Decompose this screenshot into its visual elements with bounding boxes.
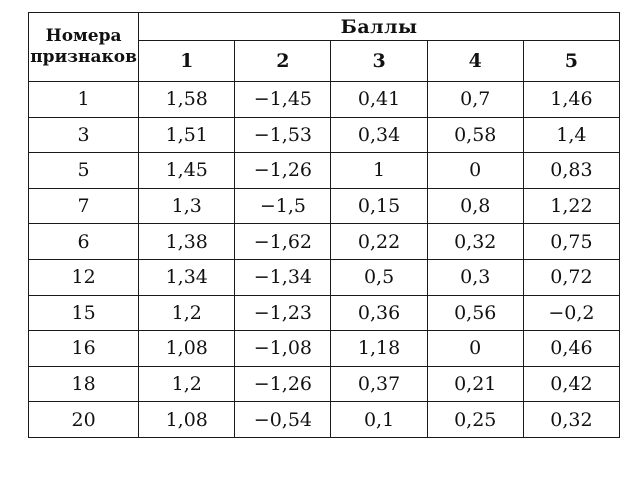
score-cell-3: 1 xyxy=(330,152,428,189)
table-row: 18 1,2 −1,26 0,37 0,21 0,42 xyxy=(27,365,621,403)
score-cell-2: −1,34 xyxy=(234,258,332,296)
score-cell-1: 1,08 xyxy=(138,330,236,367)
score-column-2: 2 xyxy=(234,40,332,82)
score-cell-2: −1,23 xyxy=(234,294,332,332)
scores-table: Номера признаков Баллы 1 2 3 4 5 1 1,58 −1… xyxy=(27,12,621,438)
score-column-1: 1 xyxy=(138,40,236,82)
feature-number-cell: 5 xyxy=(27,152,140,189)
score-cell-2: −1,53 xyxy=(234,116,332,154)
score-column-5: 5 xyxy=(522,40,621,82)
score-cell-2: −1,26 xyxy=(234,152,332,189)
score-columns-row: 1 2 3 4 5 xyxy=(29,40,621,82)
score-cell-2: −1,08 xyxy=(234,330,332,367)
score-cell-2: −1,62 xyxy=(234,223,332,260)
header-row: Номера признаков Баллы xyxy=(27,12,620,82)
table-row: 6 1,38 −1,62 0,22 0,32 0,75 xyxy=(27,223,621,260)
score-cell-3: 0,15 xyxy=(330,187,428,225)
score-cell-1: 1,51 xyxy=(138,116,236,154)
score-cell-3: 0,37 xyxy=(330,365,428,403)
score-cell-1: 1,2 xyxy=(138,365,236,403)
score-cell-3: 0,41 xyxy=(330,81,428,118)
score-cell-2: −1,26 xyxy=(234,365,332,403)
score-cell-3: 0,36 xyxy=(330,294,428,332)
table-row: 3 1,51 −1,53 0,34 0,58 1,4 xyxy=(27,116,621,154)
feature-number-cell: 6 xyxy=(27,223,140,260)
feature-number-cell: 12 xyxy=(27,258,140,296)
score-cell-2: −1,45 xyxy=(234,81,332,118)
score-cell-1: 1,38 xyxy=(138,223,236,260)
score-cell-4: 0,3 xyxy=(426,258,524,296)
score-cell-3: 0,34 xyxy=(330,116,428,154)
feature-header-line2: признаков xyxy=(30,47,137,67)
table-row: 15 1,2 −1,23 0,36 0,56 −0,2 xyxy=(27,294,621,332)
score-cell-5: 0,46 xyxy=(522,330,621,367)
score-cell-5: 1,22 xyxy=(522,187,621,225)
table-row: 5 1,45 −1,26 1 0 0,83 xyxy=(27,152,621,189)
feature-number-cell: 16 xyxy=(27,330,140,367)
feature-number-header: Номера признаков xyxy=(27,12,140,82)
score-cell-1: 1,58 xyxy=(138,81,236,118)
score-cell-4: 0 xyxy=(426,330,524,367)
score-cell-5: 0,72 xyxy=(522,258,621,296)
score-cell-5: 0,32 xyxy=(522,401,621,438)
score-cell-4: 0,25 xyxy=(426,401,524,438)
score-cell-4: 0 xyxy=(426,152,524,189)
score-cell-3: 0,22 xyxy=(330,223,428,260)
feature-header-line1: Номера xyxy=(45,26,122,46)
score-cell-2: −1,5 xyxy=(234,187,332,225)
score-cell-1: 1,45 xyxy=(138,152,236,189)
score-cell-3: 1,18 xyxy=(330,330,428,367)
feature-number-cell: 18 xyxy=(27,365,140,403)
score-cell-4: 0,7 xyxy=(426,81,524,118)
score-cell-5: 1,46 xyxy=(522,81,621,118)
score-cell-4: 0,56 xyxy=(426,294,524,332)
score-cell-1: 1,2 xyxy=(138,294,236,332)
score-cell-2: −0,54 xyxy=(234,401,332,438)
table-row: 1 1,58 −1,45 0,41 0,7 1,46 xyxy=(27,81,621,118)
score-cell-5: −0,2 xyxy=(522,294,621,332)
table-body: 1 1,58 −1,45 0,41 0,7 1,46 3 1,51 −1,53 0,34 0,58 1… xyxy=(27,81,621,438)
score-cell-1: 1,3 xyxy=(138,187,236,225)
score-cell-4: 0,8 xyxy=(426,187,524,225)
score-cell-4: 0,58 xyxy=(426,116,524,154)
score-cell-3: 0,1 xyxy=(330,401,428,438)
score-cell-3: 0,5 xyxy=(330,258,428,296)
table-row: 7 1,3 −1,5 0,15 0,8 1,22 xyxy=(27,187,621,225)
score-cell-1: 1,34 xyxy=(138,258,236,296)
score-cell-5: 0,42 xyxy=(522,365,621,403)
table-row: 20 1,08 −0,54 0,1 0,25 0,32 xyxy=(27,401,621,438)
table-row: 12 1,34 −1,34 0,5 0,3 0,72 xyxy=(27,258,621,296)
feature-number-cell: 15 xyxy=(27,294,140,332)
score-cell-1: 1,08 xyxy=(138,401,236,438)
score-cell-4: 0,32 xyxy=(426,223,524,260)
feature-number-cell: 20 xyxy=(27,401,140,438)
feature-number-cell: 1 xyxy=(27,81,140,118)
score-column-3: 3 xyxy=(330,40,428,82)
scores-header: Баллы xyxy=(138,12,620,41)
feature-number-cell: 3 xyxy=(27,116,140,154)
score-cell-5: 1,4 xyxy=(522,116,621,154)
score-cell-5: 0,75 xyxy=(522,223,621,260)
score-cell-4: 0,21 xyxy=(426,365,524,403)
score-cell-5: 0,83 xyxy=(522,152,621,189)
score-column-4: 4 xyxy=(426,40,524,82)
feature-number-cell: 7 xyxy=(27,187,140,225)
table-row: 16 1,08 −1,08 1,18 0 0,46 xyxy=(27,330,621,367)
